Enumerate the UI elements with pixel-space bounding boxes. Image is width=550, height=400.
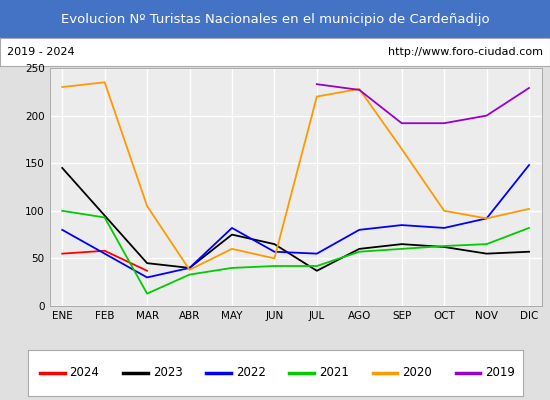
Text: 2024: 2024 xyxy=(69,366,100,380)
Text: http://www.foro-ciudad.com: http://www.foro-ciudad.com xyxy=(388,47,543,57)
Text: 2019 - 2024: 2019 - 2024 xyxy=(7,47,74,57)
Text: 2020: 2020 xyxy=(402,366,432,380)
Text: Evolucion Nº Turistas Nacionales en el municipio de Cardeñadijo: Evolucion Nº Turistas Nacionales en el m… xyxy=(60,12,490,26)
Text: 2023: 2023 xyxy=(153,366,183,380)
Text: 2019: 2019 xyxy=(485,366,515,380)
Text: 2022: 2022 xyxy=(236,366,266,380)
Text: 2021: 2021 xyxy=(319,366,349,380)
